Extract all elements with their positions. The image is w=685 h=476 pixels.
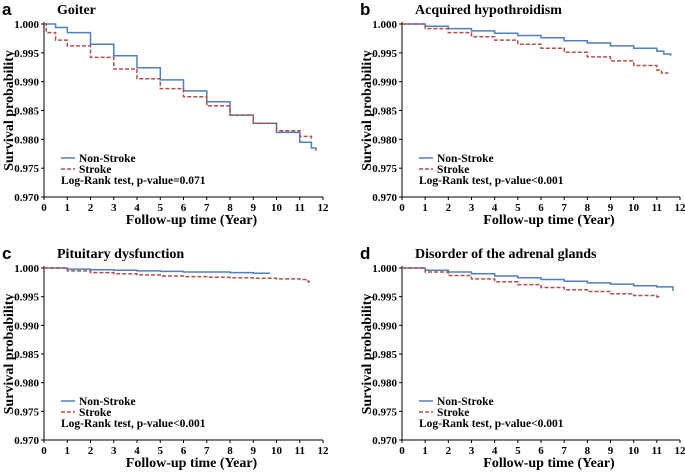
y-tick-label: 0.995 [372, 292, 397, 304]
panel-letter: d [360, 244, 370, 263]
y-tick-label: 0.990 [372, 77, 397, 89]
y-tick-label: 0.980 [14, 134, 39, 146]
y-tick-label: 0.970 [372, 435, 397, 447]
panel-title: Goiter [57, 3, 96, 18]
y-tick-label: 1.000 [372, 19, 397, 31]
y-tick-label: 1.000 [372, 263, 397, 275]
y-tick-label: 1.000 [14, 19, 39, 31]
series-line-stroke [402, 24, 668, 73]
y-tick-label: 0.980 [372, 134, 397, 146]
x-tick-label: 11 [652, 445, 662, 457]
y-tick-label: 0.980 [14, 378, 39, 390]
y-tick-label: 0.990 [372, 320, 397, 332]
y-tick-label: 0.970 [14, 192, 39, 204]
y-axis-title: Survival probability [360, 294, 375, 415]
x-tick-label: 12 [675, 445, 685, 457]
panel-letter: b [360, 0, 370, 19]
x-tick-label: 1 [422, 445, 428, 457]
x-tick-label: 3 [469, 445, 475, 457]
y-tick-label: 1.000 [14, 263, 39, 275]
x-tick-label: 11 [652, 202, 662, 214]
y-tick-label: 0.985 [14, 106, 39, 118]
x-tick-label: 1 [422, 202, 428, 214]
logrank-annotation: Log-Rank test, p-value=0.071 [61, 175, 206, 187]
x-tick-label: 10 [271, 202, 283, 214]
x-tick-label: 0 [399, 445, 405, 457]
panel-title: Acquired hypothroidism [415, 3, 562, 18]
x-tick-label: 12 [675, 202, 685, 214]
y-tick-label: 0.990 [14, 77, 39, 89]
y-axis-title: Survival probability [2, 50, 17, 171]
y-tick-label: 0.975 [14, 406, 39, 418]
x-axis-title: Follow-up time (Year) [483, 456, 615, 471]
x-tick-label: 0 [41, 202, 47, 214]
y-tick-label: 0.995 [14, 292, 39, 304]
x-axis-title: Follow-up time (Year) [126, 213, 258, 228]
y-tick-label: 0.970 [372, 192, 397, 204]
x-tick-label: 10 [271, 445, 283, 457]
x-axis-title: Follow-up time (Year) [483, 213, 615, 228]
x-tick-label: 0 [41, 445, 47, 457]
x-tick-label: 3 [111, 202, 117, 214]
y-tick-label: 0.995 [372, 48, 397, 60]
panel-d: d Disorder of the adrenal glands 0.970 0.97… [360, 244, 685, 471]
y-axis-title: Survival probability [360, 50, 375, 171]
series-line-stroke [402, 268, 662, 297]
x-tick-label: 11 [295, 445, 305, 457]
x-tick-label: 12 [318, 445, 330, 457]
x-tick-label: 1 [65, 445, 71, 457]
y-tick-label: 0.975 [372, 163, 397, 175]
panel-letter: a [2, 0, 12, 19]
panel-b: b Acquired hypothroidism 0.970 0.975 0.980 0.… [360, 0, 685, 228]
x-tick-label: 3 [111, 445, 117, 457]
x-tick-label: 2 [446, 202, 452, 214]
x-tick-label: 12 [318, 202, 330, 214]
x-tick-label: 10 [628, 202, 640, 214]
x-tick-label: 0 [399, 202, 405, 214]
panel-a: a Goiter 0.970 0.975 0.980 0.985 0.990 0.995 1.0… [2, 0, 329, 228]
x-tick-label: 1 [65, 202, 71, 214]
y-axis-title: Survival probability [2, 294, 17, 415]
series-line-stroke [44, 268, 309, 285]
logrank-annotation: Log-Rank test, p-value<0.001 [419, 418, 564, 430]
y-tick-label: 0.985 [372, 349, 397, 361]
y-tick-label: 0.985 [372, 106, 397, 118]
x-tick-label: 2 [88, 202, 94, 214]
y-tick-label: 0.975 [14, 163, 39, 175]
x-tick-label: 3 [469, 202, 475, 214]
series-line-stroke [44, 24, 311, 139]
x-tick-label: 11 [295, 202, 305, 214]
y-tick-label: 0.980 [372, 378, 397, 390]
x-tick-label: 2 [446, 445, 452, 457]
x-tick-label: 10 [628, 445, 640, 457]
y-tick-label: 0.995 [14, 48, 39, 60]
logrank-annotation: Log-Rank test, p-value<0.001 [419, 175, 564, 187]
panel-letter: c [2, 244, 11, 263]
panel-c: c Pituitary dysfunction 0.970 0.975 0.980 0.9… [2, 244, 329, 471]
logrank-annotation: Log-Rank test, p-value<0.001 [61, 418, 206, 430]
y-tick-label: 0.990 [14, 320, 39, 332]
panel-title: Disorder of the adrenal glands [415, 247, 597, 262]
y-tick-label: 0.985 [14, 349, 39, 361]
series-line-non-stroke [44, 24, 316, 151]
y-tick-label: 0.975 [372, 406, 397, 418]
x-tick-label: 2 [88, 445, 94, 457]
x-axis-title: Follow-up time (Year) [126, 456, 258, 471]
y-tick-label: 0.970 [14, 435, 39, 447]
panel-title: Pituitary dysfunction [57, 247, 184, 262]
